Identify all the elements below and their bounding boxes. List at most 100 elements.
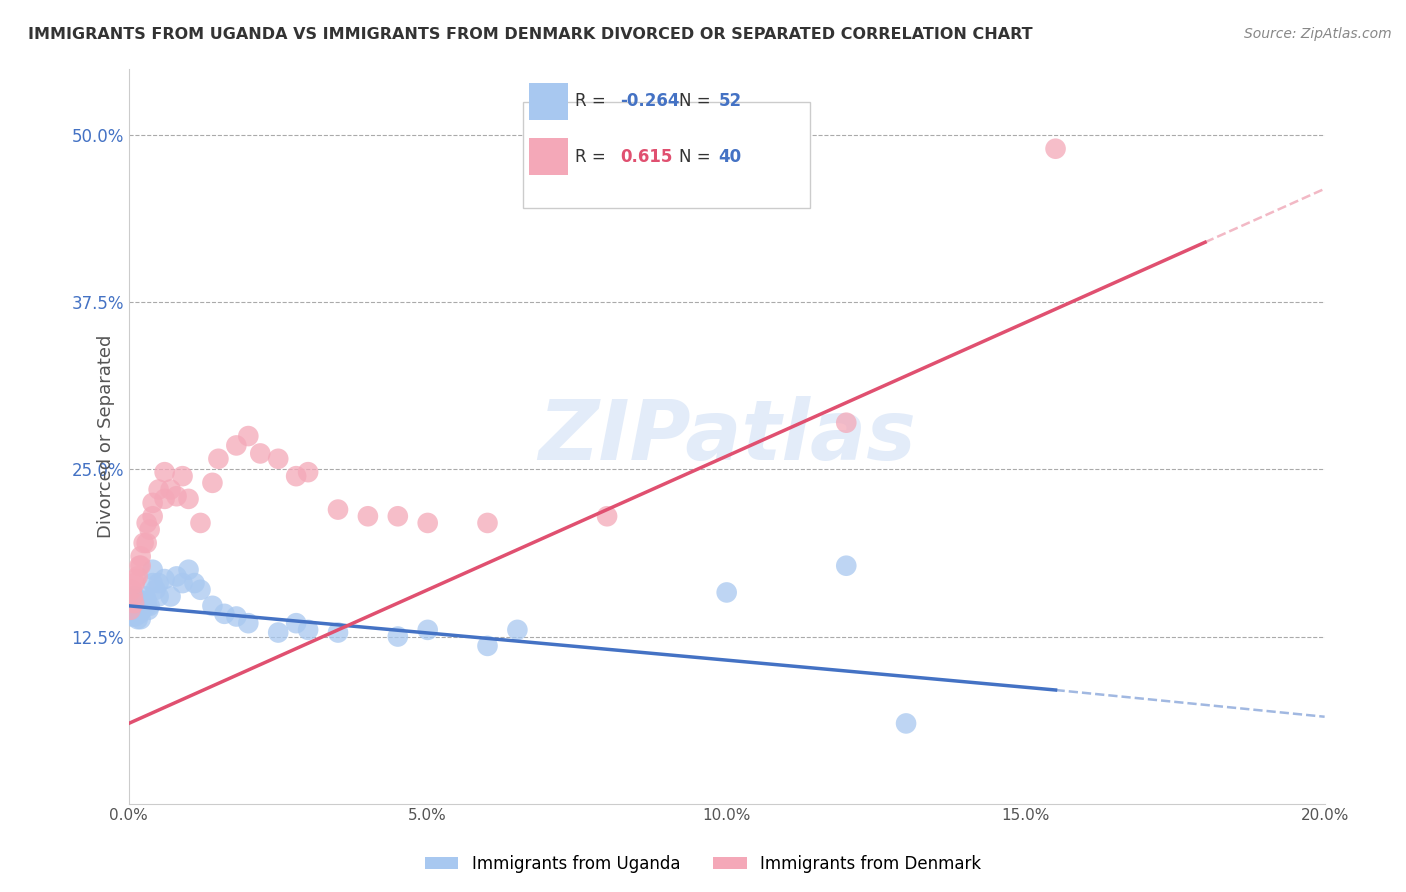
Point xyxy=(596,509,619,524)
Point xyxy=(153,572,176,586)
Y-axis label: Divorced or Separated: Divorced or Separated xyxy=(97,334,115,538)
Point xyxy=(127,612,149,626)
Text: 40: 40 xyxy=(718,148,741,166)
Point xyxy=(121,593,143,607)
Point xyxy=(127,603,149,617)
Point xyxy=(122,590,145,604)
Point xyxy=(166,489,188,503)
Point xyxy=(122,603,145,617)
Point xyxy=(122,596,145,610)
Point xyxy=(121,609,143,624)
Point xyxy=(145,582,167,597)
Point xyxy=(238,616,260,631)
Point xyxy=(138,599,160,613)
Point xyxy=(120,596,142,610)
Point xyxy=(416,623,439,637)
Point xyxy=(285,469,308,483)
Point xyxy=(121,582,143,597)
Point xyxy=(1045,142,1067,156)
Point xyxy=(177,563,200,577)
Point xyxy=(125,572,148,586)
Point xyxy=(135,593,157,607)
Point xyxy=(267,625,290,640)
Text: IMMIGRANTS FROM UGANDA VS IMMIGRANTS FROM DENMARK DIVORCED OR SEPARATED CORRELAT: IMMIGRANTS FROM UGANDA VS IMMIGRANTS FRO… xyxy=(28,27,1033,42)
Point xyxy=(129,612,152,626)
Point xyxy=(190,582,212,597)
Point xyxy=(159,483,181,497)
Point xyxy=(716,585,738,599)
Point xyxy=(183,576,205,591)
Point xyxy=(142,496,165,510)
Legend: Immigrants from Uganda, Immigrants from Denmark: Immigrants from Uganda, Immigrants from … xyxy=(418,848,988,880)
Point xyxy=(129,558,152,573)
Point xyxy=(207,451,229,466)
Point xyxy=(131,603,153,617)
Point xyxy=(138,523,160,537)
Point xyxy=(124,609,146,624)
Text: 0.615: 0.615 xyxy=(620,148,672,166)
Point xyxy=(129,549,152,564)
Text: R =: R = xyxy=(575,148,610,166)
Point xyxy=(190,516,212,530)
Point xyxy=(214,607,236,621)
Point xyxy=(135,516,157,530)
Point xyxy=(142,576,165,591)
FancyBboxPatch shape xyxy=(529,138,568,175)
Point xyxy=(129,593,152,607)
Point xyxy=(128,607,150,621)
Point xyxy=(894,716,917,731)
Text: -0.264: -0.264 xyxy=(620,92,679,110)
Point xyxy=(148,576,170,591)
Text: ZIPatlas: ZIPatlas xyxy=(537,395,915,476)
Point xyxy=(172,469,194,483)
Point xyxy=(285,616,308,631)
Point xyxy=(177,491,200,506)
Point xyxy=(477,516,499,530)
FancyBboxPatch shape xyxy=(529,83,568,120)
FancyBboxPatch shape xyxy=(523,102,810,208)
Point xyxy=(142,509,165,524)
Point xyxy=(118,603,141,617)
Point xyxy=(153,465,176,479)
Point xyxy=(132,536,155,550)
Point xyxy=(120,603,142,617)
Text: Source: ZipAtlas.com: Source: ZipAtlas.com xyxy=(1244,27,1392,41)
Point xyxy=(142,563,165,577)
Point xyxy=(125,603,148,617)
Point xyxy=(249,446,271,460)
Point xyxy=(267,451,290,466)
Point xyxy=(124,576,146,591)
Point xyxy=(159,590,181,604)
Point xyxy=(128,599,150,613)
Point xyxy=(148,590,170,604)
Point xyxy=(225,438,247,452)
Point xyxy=(122,607,145,621)
Point xyxy=(835,416,858,430)
Text: 52: 52 xyxy=(718,92,741,110)
Text: R =: R = xyxy=(575,92,610,110)
Point xyxy=(387,630,409,644)
Point xyxy=(148,483,170,497)
Point xyxy=(225,609,247,624)
Point xyxy=(326,625,349,640)
Point xyxy=(125,596,148,610)
Point xyxy=(506,623,529,637)
Point xyxy=(135,599,157,613)
Point xyxy=(835,558,858,573)
Point xyxy=(166,569,188,583)
Point xyxy=(134,590,156,604)
Point xyxy=(124,590,146,604)
Point xyxy=(297,623,319,637)
Point xyxy=(132,599,155,613)
Point xyxy=(127,569,149,583)
Text: N =: N = xyxy=(679,92,716,110)
Point xyxy=(387,509,409,524)
Point xyxy=(201,475,224,490)
Point xyxy=(138,603,160,617)
Point xyxy=(326,502,349,516)
Point xyxy=(135,536,157,550)
Point xyxy=(297,465,319,479)
Point xyxy=(172,576,194,591)
Point xyxy=(201,599,224,613)
Point xyxy=(416,516,439,530)
